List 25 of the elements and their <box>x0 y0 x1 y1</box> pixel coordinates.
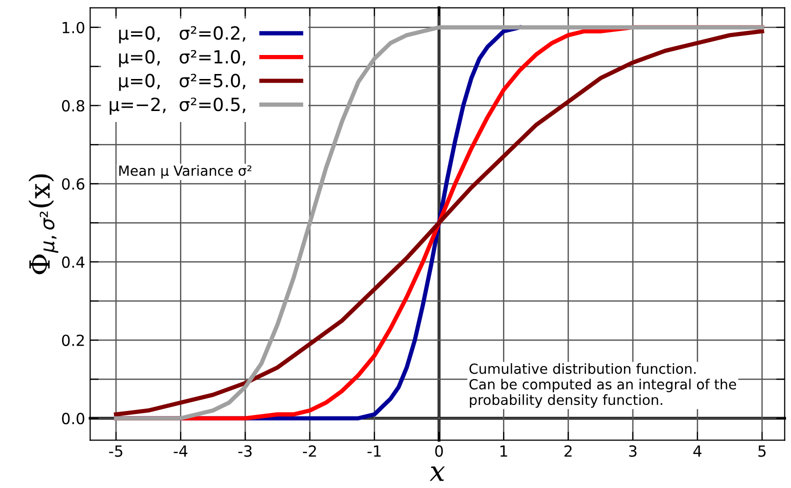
y-tick-label: 0.4 <box>62 256 84 268</box>
x-axis-title: x <box>430 466 445 481</box>
y-axis-title: Φ$_{μ,σ²}$(x) <box>28 174 58 274</box>
x-tick-label: 5 <box>758 446 766 457</box>
x-tick-label: -3 <box>238 445 252 457</box>
legend-label: μ=−2, σ²=0.5, <box>110 98 246 115</box>
x-tick-label: -5 <box>109 446 122 457</box>
x-tick-label: 4 <box>693 446 702 457</box>
y-tick-label: 0.8 <box>62 100 84 112</box>
x-tick-label: 2 <box>564 445 572 457</box>
x-tick-label: -1 <box>368 446 381 457</box>
x-tick-label: 0 <box>435 445 443 457</box>
x-tick-label: -2 <box>302 445 316 457</box>
legend-label: μ=0, σ²=1.0, <box>119 50 246 68</box>
x-tick-label: 1 <box>500 446 508 457</box>
x-tick-label: 3 <box>629 445 636 457</box>
annotation: Mean μ Variance σ² <box>119 165 252 179</box>
x-tick-label: -4 <box>174 446 188 457</box>
y-tick-label: 0.0 <box>62 412 84 424</box>
y-tick-label: 0.2 <box>62 334 84 346</box>
legend-label: μ=0, σ²=5.0, <box>119 74 246 91</box>
y-tick-label: 0.6 <box>62 178 84 190</box>
y-tick-label: 1.0 <box>62 22 84 34</box>
annotation: Cumulative distribution function. Can be computed as an integral of the probability density function. <box>469 363 736 408</box>
legend-label: μ=0, σ²=0.2, <box>119 26 246 44</box>
